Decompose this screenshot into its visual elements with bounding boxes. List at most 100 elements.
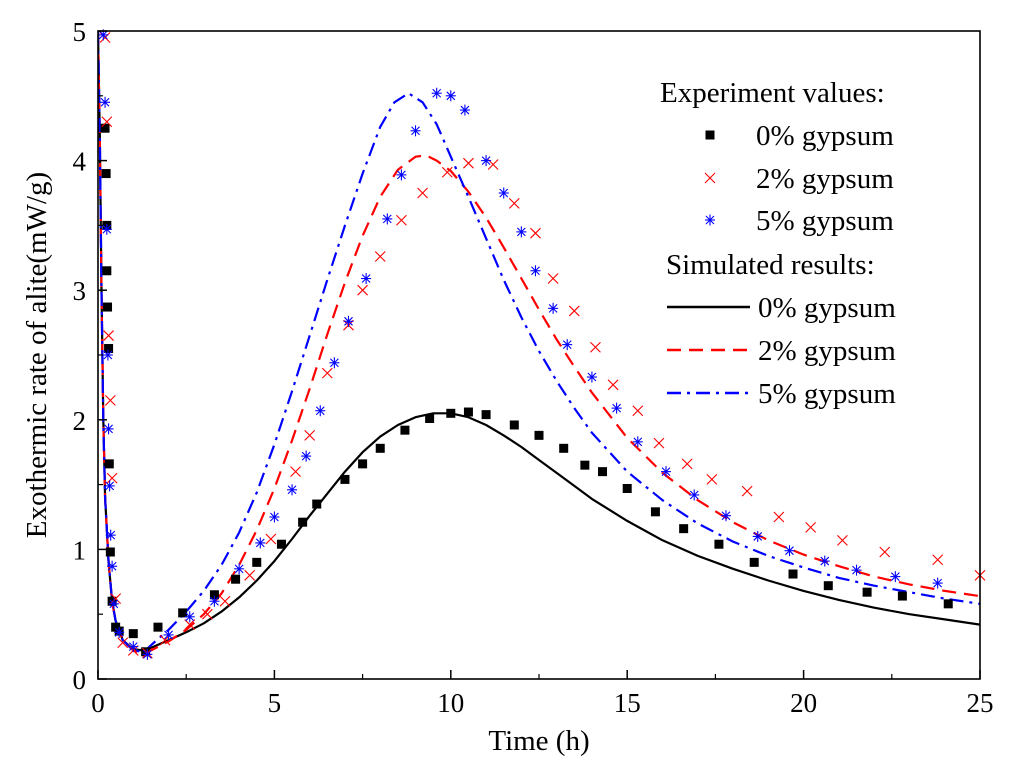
experiment-point-0	[312, 499, 322, 509]
experiment-point-2	[890, 571, 901, 583]
experiment-point-1	[653, 437, 665, 449]
experiment-point-2	[269, 511, 280, 523]
experiment-point-0	[463, 407, 473, 417]
experiment-point-1	[805, 521, 817, 533]
experiment-point-1	[837, 534, 848, 546]
experiment-point-2	[100, 96, 111, 108]
experiment-point-1	[547, 273, 559, 284]
x-tick-label: 5	[268, 688, 282, 718]
experiment-point-2	[104, 480, 115, 492]
y-axis-title: Exothermic rate of alite(mW/g)	[21, 172, 53, 538]
experiment-point-2	[184, 611, 195, 623]
legend-symbols	[667, 130, 750, 395]
marker-layer	[98, 29, 986, 660]
legend-exp-2-symbol	[705, 214, 715, 226]
simulated-line-1	[98, 31, 980, 655]
experiment-point-2	[851, 564, 862, 576]
experiment-point-0	[101, 169, 111, 179]
experiment-point-1	[487, 159, 499, 170]
experiment-point-1	[265, 533, 277, 545]
experiment-point-0	[102, 266, 112, 276]
simulated-line-2	[98, 31, 980, 653]
x-tick-label: 25	[967, 688, 994, 718]
experiment-point-2	[105, 529, 116, 541]
experiment-point-2	[396, 169, 407, 181]
experiment-point-2	[128, 641, 139, 653]
experiment-point-0	[622, 483, 632, 493]
experiment-point-2	[209, 595, 220, 607]
x-tick-label: 10	[437, 688, 464, 718]
experiment-point-0	[862, 587, 872, 597]
legend-sim-1-label: 2% gypsum	[758, 335, 896, 367]
experiment-point-1	[773, 511, 785, 523]
experiment-point-0	[276, 539, 286, 549]
experiment-point-1	[568, 305, 580, 317]
experiment-point-0	[788, 569, 798, 579]
experiment-point-2	[287, 484, 298, 496]
experiment-point-2	[102, 349, 113, 361]
experiment-point-1	[463, 157, 474, 169]
experiment-point-2	[459, 104, 470, 116]
experiment-point-0	[897, 591, 907, 601]
experiment-point-1	[117, 637, 129, 649]
experiment-point-2	[101, 223, 112, 235]
experiment-point-1	[741, 485, 753, 497]
experiment-point-1	[932, 554, 944, 566]
experiment-point-2	[163, 629, 174, 641]
experiment-point-2	[611, 402, 622, 414]
experiment-point-1	[184, 619, 196, 630]
y-tick-label: 3	[73, 276, 87, 306]
experiment-point-2	[661, 466, 672, 478]
experiment-point-0	[559, 443, 569, 453]
experiment-point-2	[108, 598, 119, 610]
experiment-point-0	[105, 547, 115, 557]
experiment-point-2	[410, 125, 421, 137]
experiment-point-1	[607, 379, 619, 391]
experiment-point-2	[784, 545, 795, 557]
experiment-point-0	[509, 420, 519, 430]
experiment-point-1	[632, 405, 644, 417]
y-tick-label: 2	[73, 406, 87, 436]
experiment-point-2	[689, 489, 700, 501]
x-axis-title: Time (h)	[488, 725, 589, 757]
experiment-point-2	[234, 563, 245, 575]
experiment-point-2	[98, 29, 109, 41]
experiment-point-1	[304, 429, 316, 441]
experiment-point-0	[650, 507, 660, 517]
experiment-point-0	[375, 443, 385, 453]
experiment-point-1	[103, 330, 114, 341]
experiment-point-1	[357, 284, 368, 296]
experiment-point-2	[361, 273, 372, 285]
experiment-point-0	[340, 474, 350, 484]
experiment-point-1	[441, 166, 453, 178]
legend-experiment-heading: Experiment values:	[660, 77, 885, 109]
experiment-point-1	[104, 394, 116, 406]
experiment-point-0	[943, 599, 953, 609]
experiment-point-0	[580, 460, 590, 470]
experiment-point-1	[374, 251, 386, 262]
experiment-point-1	[101, 116, 113, 128]
tick-labels: 0 5 10 15 20 25 0 1 2 3 4 5	[73, 17, 994, 718]
experiment-point-0	[100, 123, 110, 133]
legend-exp-0-symbol	[705, 130, 715, 140]
experiment-point-0	[104, 459, 114, 469]
experiment-point-1	[681, 458, 693, 470]
experiment-point-2	[329, 357, 340, 369]
experiment-point-0	[446, 408, 456, 418]
experiment-point-0	[252, 557, 262, 567]
experiment-point-0	[358, 459, 368, 469]
experiment-point-0	[679, 524, 689, 534]
legend-exp-1-symbol	[704, 172, 716, 184]
experiment-point-1	[417, 187, 428, 199]
experiment-point-2	[548, 302, 559, 314]
experiment-point-2	[315, 405, 326, 417]
legend-exp-2-label: 5% gypsum	[756, 205, 894, 237]
y-tick-label: 1	[73, 535, 87, 565]
experiment-point-1	[321, 367, 333, 379]
experiment-point-0	[209, 590, 219, 600]
experiment-point-1	[508, 197, 520, 209]
plot-area	[98, 31, 980, 655]
legend-exp-1-label: 2% gypsum	[756, 163, 894, 195]
legend-sim-0-label: 0% gypsum	[758, 292, 896, 324]
experiment-point-0	[400, 425, 410, 435]
